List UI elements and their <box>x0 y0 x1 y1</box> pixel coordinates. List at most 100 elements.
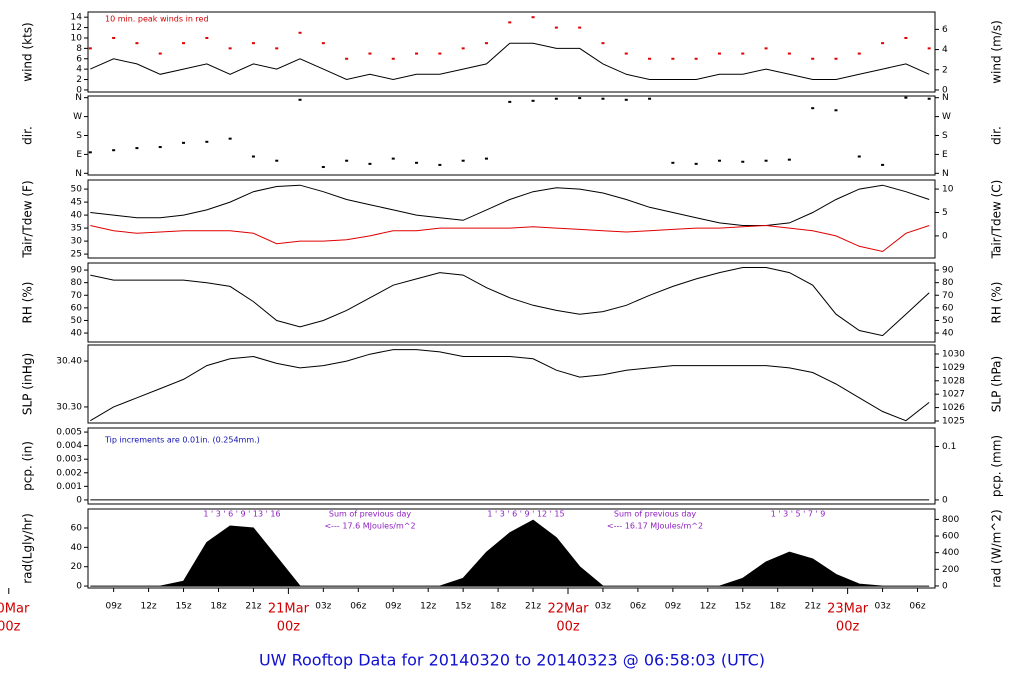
y-tick-label: 90 <box>71 266 83 276</box>
y2-tick-label: 40 <box>942 329 954 339</box>
y-tick-label: 10 <box>71 33 83 43</box>
y2-tick-label: 5 <box>942 208 948 218</box>
y-tick-label: E <box>76 150 82 160</box>
y-tick-label: 20 <box>71 562 83 572</box>
data-point <box>205 36 209 39</box>
y-tick-label: 40 <box>71 211 83 221</box>
panel-frame <box>87 427 936 505</box>
y-tick-label: 0.001 <box>56 482 82 492</box>
x-tick-label: 03z <box>595 602 611 612</box>
data-point <box>461 159 465 162</box>
data-point <box>391 157 395 160</box>
data-point <box>811 57 815 60</box>
annotation: <--- 16.17 MJoules/m^2 <box>607 522 703 531</box>
y2-tick-label: N <box>942 169 949 179</box>
data-point <box>321 166 325 169</box>
y2-axis-label: RH (%) <box>990 282 1004 324</box>
x-tick-label: 03z <box>874 602 890 612</box>
y2-tick-label: 6 <box>942 25 948 35</box>
y2-tick-label: E <box>942 150 948 160</box>
data-point <box>135 42 139 45</box>
annotation: <--- 17.6 MJoules/m^2 <box>324 522 415 531</box>
panel-frame <box>87 508 936 589</box>
chart-title: UW Rooftop Data for 20140320 to 20140323… <box>259 651 765 670</box>
data-point <box>648 97 652 100</box>
x-tick-label: 18z <box>770 602 786 612</box>
y2-tick-label: 90 <box>942 266 954 276</box>
data-point <box>158 146 162 149</box>
x-tick-label: 09z <box>106 602 122 612</box>
x-tick-label: 21z <box>805 602 821 612</box>
y2-axis-label: rad (W/m^2) <box>990 509 1004 587</box>
data-point <box>112 36 116 39</box>
x-day-label: 22Mar <box>547 602 589 617</box>
y-axis-label: rad(Lgly/hr) <box>21 513 35 584</box>
data-point <box>554 97 558 100</box>
y-tick-label: 40 <box>71 329 83 339</box>
y-tick-label: 0.004 <box>56 441 82 451</box>
data-point <box>531 99 535 102</box>
x-tick-label: 03z <box>315 602 331 612</box>
data-point <box>857 155 861 158</box>
y2-tick-label: 1028 <box>942 376 965 386</box>
data-point <box>112 149 116 152</box>
y2-tick-label: 0 <box>942 231 948 241</box>
data-point <box>484 157 488 160</box>
y-tick-label: 60 <box>71 523 83 533</box>
y-tick-label: 2 <box>76 75 82 85</box>
y2-tick-label: 80 <box>942 278 954 288</box>
data-point <box>228 137 232 140</box>
y2-tick-label: 50 <box>942 316 954 326</box>
y2-tick-label: 400 <box>942 548 959 558</box>
data-point <box>578 26 582 29</box>
y-tick-label: 80 <box>71 278 83 288</box>
y-tick-label: 50 <box>71 185 83 195</box>
y-tick-label: 30 <box>71 237 83 247</box>
y-tick-label: 0.002 <box>56 468 82 478</box>
data-point <box>461 47 465 50</box>
x-tick-label: 06z <box>350 602 366 612</box>
data-point <box>671 161 675 164</box>
y2-tick-label: 1027 <box>942 390 965 400</box>
data-point <box>345 57 349 60</box>
data-point <box>251 42 255 45</box>
panel-frame <box>87 179 936 259</box>
data-point <box>135 147 139 150</box>
data-point <box>298 31 302 34</box>
y-tick-label: 40 <box>71 543 83 553</box>
data-point <box>717 52 721 55</box>
x-day-sublabel: 00z <box>277 620 301 635</box>
data-point <box>182 42 186 45</box>
area <box>90 519 930 587</box>
data-point <box>904 36 908 39</box>
data-point <box>601 97 605 100</box>
data-point <box>531 16 535 19</box>
annotation: Tip increments are 0.01in. (0.254mm.) <box>104 436 260 445</box>
x-day-sublabel: 00z <box>0 620 21 635</box>
y2-axis-label: Tair/Tdew (C) <box>990 180 1004 260</box>
y-tick-label: 50 <box>71 316 83 326</box>
y-tick-label: 12 <box>71 23 82 33</box>
data-point <box>88 151 92 154</box>
y-tick-label: 0.005 <box>56 428 82 438</box>
x-day-sublabel: 00z <box>836 620 860 635</box>
annotation: 10 min. peak winds in red <box>105 15 209 24</box>
data-point <box>321 42 325 45</box>
y2-axis-label: dir. <box>990 126 1004 145</box>
y-tick-label: S <box>76 131 82 141</box>
annotation: 1 ' 3 ' 6 ' 9 ' 12 ' 15 <box>487 510 564 519</box>
x-tick-label: 15z <box>735 602 751 612</box>
data-point <box>368 162 372 165</box>
x-tick-label: 18z <box>210 602 226 612</box>
y-tick-label: 30.40 <box>56 357 82 367</box>
y-tick-label: 60 <box>71 303 83 313</box>
data-point <box>158 52 162 55</box>
data-point <box>927 97 931 100</box>
y2-tick-label: 800 <box>942 515 959 525</box>
data-point <box>694 162 698 165</box>
y-tick-label: 0 <box>76 85 82 95</box>
y-axis-label: Tair/Tdew (F) <box>21 180 35 258</box>
annotation: Sum of previous day <box>329 510 411 519</box>
data-point <box>927 47 931 50</box>
